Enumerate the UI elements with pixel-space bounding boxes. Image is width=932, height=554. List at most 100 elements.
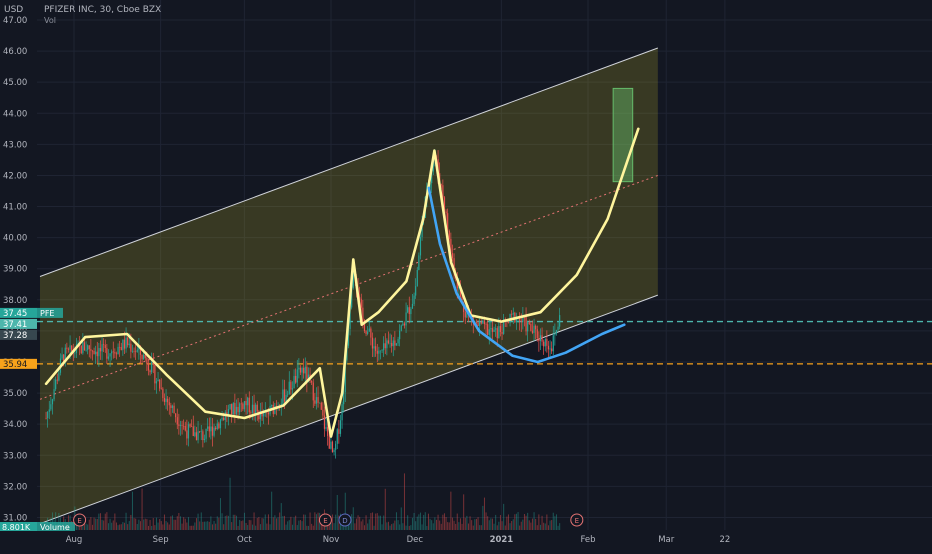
volume-bar bbox=[55, 512, 57, 530]
volume-bar bbox=[459, 518, 461, 530]
candle-body bbox=[114, 352, 116, 354]
volume-bar bbox=[122, 522, 124, 530]
volume-bar bbox=[194, 522, 196, 530]
candle-body bbox=[115, 353, 118, 355]
volume-bar bbox=[93, 517, 95, 530]
candle-body bbox=[55, 379, 57, 390]
volume-bar bbox=[304, 514, 306, 530]
volume-bar bbox=[451, 517, 453, 530]
volume-bar bbox=[405, 525, 407, 530]
volume-bar bbox=[226, 515, 228, 530]
volume-bar bbox=[488, 520, 490, 530]
volume-bar bbox=[239, 519, 241, 530]
candle-body bbox=[429, 183, 431, 188]
volume-bar bbox=[551, 520, 553, 530]
event-marker[interactable] bbox=[73, 513, 87, 527]
volume-bar bbox=[336, 494, 338, 530]
candle-body bbox=[106, 348, 108, 359]
volume-bar bbox=[117, 525, 119, 530]
volume-bar bbox=[539, 524, 541, 530]
volume-bar bbox=[391, 524, 393, 530]
volume-bar bbox=[458, 522, 460, 530]
volume-bar bbox=[496, 525, 498, 530]
volume-bar bbox=[415, 521, 417, 530]
volume-bar bbox=[138, 519, 140, 530]
candle-body bbox=[144, 354, 146, 359]
volume-bar bbox=[463, 494, 465, 530]
volume-bar bbox=[173, 519, 175, 530]
candle-body bbox=[501, 331, 503, 334]
candle-body bbox=[197, 431, 199, 441]
candle-body bbox=[311, 380, 313, 383]
candle-body bbox=[527, 322, 529, 332]
candle-body bbox=[285, 394, 287, 402]
candle-body bbox=[498, 326, 500, 339]
volume-bar bbox=[357, 515, 359, 530]
yellow-pattern-curve[interactable] bbox=[44, 127, 640, 438]
volume-bar bbox=[453, 520, 455, 530]
volume-bar bbox=[387, 521, 389, 530]
candle-body bbox=[223, 417, 225, 421]
candle-body bbox=[199, 431, 201, 432]
candle-body bbox=[376, 350, 378, 354]
volume-bar bbox=[352, 507, 354, 530]
candle-body bbox=[336, 429, 338, 444]
volume-bar bbox=[197, 513, 199, 530]
volume-bar bbox=[216, 516, 218, 530]
volume-bar bbox=[157, 522, 159, 530]
event-marker[interactable] bbox=[570, 513, 584, 527]
candle-body bbox=[346, 345, 348, 361]
volume-bar bbox=[511, 520, 513, 530]
ask-price-label: 37.28 bbox=[3, 331, 27, 341]
candle-body bbox=[186, 430, 188, 439]
volume-bar bbox=[450, 491, 452, 530]
candle-body bbox=[117, 346, 119, 355]
candle-body bbox=[250, 412, 252, 413]
candle-body bbox=[181, 425, 183, 426]
event-marker[interactable] bbox=[318, 513, 332, 527]
symbol-title: PFIZER INC, 30, Cboe BZX bbox=[44, 5, 162, 15]
volume-bar bbox=[186, 522, 188, 530]
candle-body bbox=[258, 411, 260, 420]
candle-body bbox=[125, 337, 127, 349]
volume-bar bbox=[373, 525, 375, 530]
y-tick-label: 35.00 bbox=[3, 389, 27, 399]
volume-bar bbox=[106, 512, 108, 530]
candle-body bbox=[271, 404, 273, 406]
target-box[interactable] bbox=[612, 87, 634, 183]
event-marker-label: D bbox=[342, 517, 347, 525]
volume-bar bbox=[191, 525, 193, 530]
volume-value-tag bbox=[0, 522, 37, 531]
event-marker[interactable] bbox=[338, 513, 352, 527]
channel-fill bbox=[40, 47, 658, 524]
volume-bar bbox=[472, 525, 474, 530]
volume-bar bbox=[178, 512, 180, 530]
candle-body bbox=[157, 379, 159, 382]
candle-body bbox=[487, 324, 489, 335]
volume-bar bbox=[288, 520, 290, 530]
candle-body bbox=[559, 315, 561, 327]
volume-bar bbox=[431, 520, 433, 530]
candle-body bbox=[314, 400, 316, 404]
candle-body bbox=[330, 441, 332, 449]
candle-body bbox=[162, 388, 164, 398]
last-price-label: 37.45 bbox=[3, 309, 27, 319]
volume-bar bbox=[315, 514, 317, 530]
candle-body bbox=[299, 367, 302, 373]
volume-bar bbox=[495, 514, 497, 530]
volume-bar bbox=[432, 523, 434, 530]
volume-bar bbox=[522, 519, 524, 530]
y-tick-label: 31.00 bbox=[3, 513, 27, 523]
volume-bar bbox=[535, 518, 537, 530]
volume-bar bbox=[479, 525, 481, 530]
blue-pattern-curve[interactable] bbox=[427, 186, 626, 364]
candle-body bbox=[338, 429, 340, 434]
volume-bar bbox=[235, 515, 237, 530]
volume-bar bbox=[307, 525, 309, 530]
channel-upper-line[interactable] bbox=[39, 47, 659, 277]
candle-body bbox=[259, 410, 262, 420]
volume-bar bbox=[285, 524, 287, 530]
candle-body bbox=[437, 159, 439, 174]
